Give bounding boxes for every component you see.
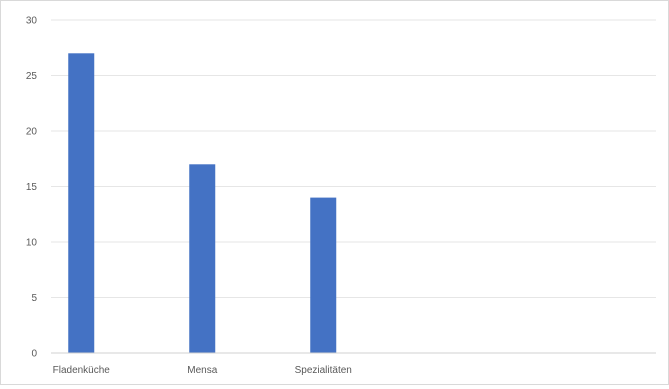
y-tick-label: 15 xyxy=(26,182,38,193)
y-axis-tick-labels: 0 5 10 15 20 25 30 xyxy=(26,16,38,360)
y-tick-label: 30 xyxy=(26,16,38,27)
y-tick-label: 25 xyxy=(26,71,38,82)
y-tick-label: 20 xyxy=(26,127,38,138)
x-axis-category-labels: Fladenküche Mensa Spezialitäten xyxy=(53,365,352,376)
x-tick-label: Mensa xyxy=(187,365,217,376)
bar-mensa xyxy=(189,164,215,353)
bars xyxy=(68,53,336,353)
x-tick-label: Spezialitäten xyxy=(295,365,352,376)
y-tick-label: 0 xyxy=(31,349,37,360)
x-tick-label: Fladenküche xyxy=(53,365,111,376)
bar-fladenküche xyxy=(68,53,94,353)
bar-spezialitäten xyxy=(310,198,336,353)
gridlines xyxy=(51,20,656,298)
y-tick-label: 10 xyxy=(26,238,38,249)
y-tick-label: 5 xyxy=(31,293,37,304)
